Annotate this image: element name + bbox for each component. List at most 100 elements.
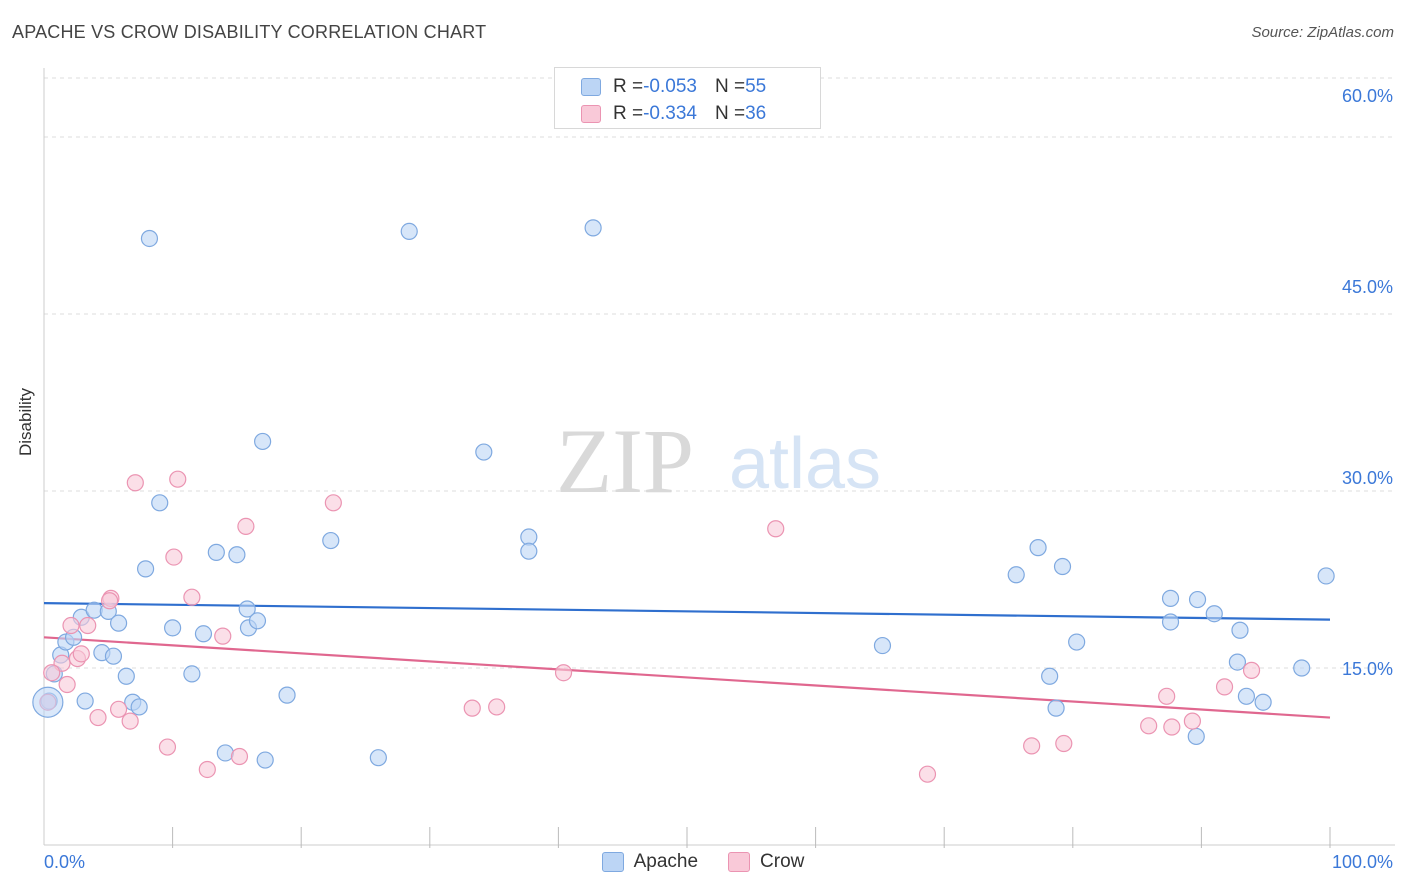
watermark: ZIP atlas [556, 410, 881, 512]
chart-title: APACHE VS CROW DISABILITY CORRELATION CH… [12, 22, 487, 42]
correlation-legend: R = -0.053 N = 55 R = -0.334 N = 36 [554, 67, 821, 129]
crow-point [1158, 687, 1176, 705]
apache-point [140, 229, 159, 248]
apache-point [76, 692, 94, 710]
axes [43, 68, 1395, 848]
apache-point [216, 744, 234, 762]
apache-point [1317, 567, 1335, 585]
apache-point [183, 665, 201, 683]
crow-legend-swatch [728, 852, 751, 872]
legend-item-apache[interactable]: Apache [601, 851, 699, 873]
apache-point [873, 636, 892, 655]
crow-point [62, 616, 80, 635]
legend-row-apache: R = -0.053 N = 55 [581, 74, 766, 100]
apache-point [194, 625, 213, 643]
crow-n-value: 36 [745, 103, 767, 124]
y-tick-label-15: 15.0% [1341, 659, 1393, 679]
crow-point [1163, 718, 1181, 736]
crow-point [183, 588, 201, 606]
crow-point [237, 517, 255, 536]
apache-point [369, 749, 387, 767]
crow-r-value: -0.334 [643, 103, 697, 124]
apache-legend-swatch [601, 852, 624, 872]
apache-points [40, 219, 1335, 769]
crow-point [324, 494, 342, 512]
apache-point [1047, 699, 1065, 717]
apache-point [248, 612, 267, 630]
crow-point [198, 760, 216, 779]
legend-item-crow[interactable]: Crow [728, 851, 804, 873]
crow-point [554, 664, 573, 682]
y-tick-label-60: 60.0% [1341, 86, 1393, 106]
crow-point [1140, 717, 1158, 735]
apache-point [1029, 539, 1047, 557]
apache-legend-label: Apache [633, 851, 699, 872]
apache-point [164, 619, 182, 637]
apache-point [1237, 687, 1256, 705]
apache-point [1007, 566, 1025, 584]
y-tick-label-45: 45.0% [1341, 277, 1393, 297]
apache-point [256, 751, 274, 769]
crow-point [767, 520, 785, 538]
apache-point [117, 667, 135, 685]
apache-point [1188, 590, 1207, 609]
apache-point [1161, 589, 1180, 607]
apache-point [130, 698, 148, 716]
apache-point [228, 546, 246, 564]
crow-point [72, 645, 90, 663]
apache-n-label: N = [714, 76, 746, 97]
apache-point [151, 494, 169, 512]
apache-point [278, 686, 296, 704]
crow-point [1055, 734, 1073, 753]
legend-row-crow: R = -0.334 N = 36 [581, 101, 766, 127]
trend-lines [43, 602, 1331, 719]
apache-n-value: 55 [745, 76, 767, 97]
apache-point [584, 219, 602, 237]
apache-point [109, 614, 128, 632]
apache-r-value: -0.053 [643, 76, 697, 97]
watermark-atlas: atlas [729, 424, 881, 504]
crow-point [109, 700, 128, 718]
apache-point [238, 600, 256, 618]
apache-point [1231, 621, 1249, 639]
apache-point [1068, 633, 1086, 651]
crow-point [169, 470, 187, 488]
series-legend: Apache Crow [0, 851, 1406, 873]
apache-cluster-point [32, 686, 64, 718]
apache-point [400, 222, 418, 240]
apache-point [1041, 667, 1059, 685]
crow-point [1183, 712, 1201, 730]
x-tick-label-min: 0.0% [44, 852, 86, 872]
crow-legend-label: Crow [760, 851, 805, 872]
crow-r-label: R = [613, 103, 644, 124]
x-tick-label-max: 100.0% [1331, 852, 1393, 872]
crow-n-label: N = [714, 103, 746, 124]
apache-point [254, 432, 272, 451]
apache-point [1161, 613, 1180, 631]
crow-points [39, 470, 1261, 783]
apache-point [1187, 727, 1205, 746]
crow-point [165, 548, 183, 566]
crow-point [58, 675, 76, 694]
data-points [32, 219, 1335, 783]
crow-point [100, 592, 119, 610]
crow-point [1242, 661, 1261, 679]
apache-swatch [581, 78, 601, 96]
apache-point [475, 443, 493, 461]
y-axis-label: Disability [16, 387, 35, 456]
apache-point [322, 531, 340, 550]
crow-point [1215, 678, 1234, 696]
crow-point [121, 712, 139, 730]
apache-point [85, 601, 103, 619]
apache-point [104, 647, 123, 665]
apache-point [1205, 605, 1223, 623]
apache-point [136, 560, 155, 578]
crow-point [230, 747, 249, 766]
crow-point [488, 698, 506, 716]
apache-point [1228, 653, 1247, 671]
apache-r-label: R = [613, 76, 644, 97]
apache-point [207, 543, 225, 561]
crow-point [43, 664, 61, 682]
crow-trend-line [43, 636, 1331, 719]
